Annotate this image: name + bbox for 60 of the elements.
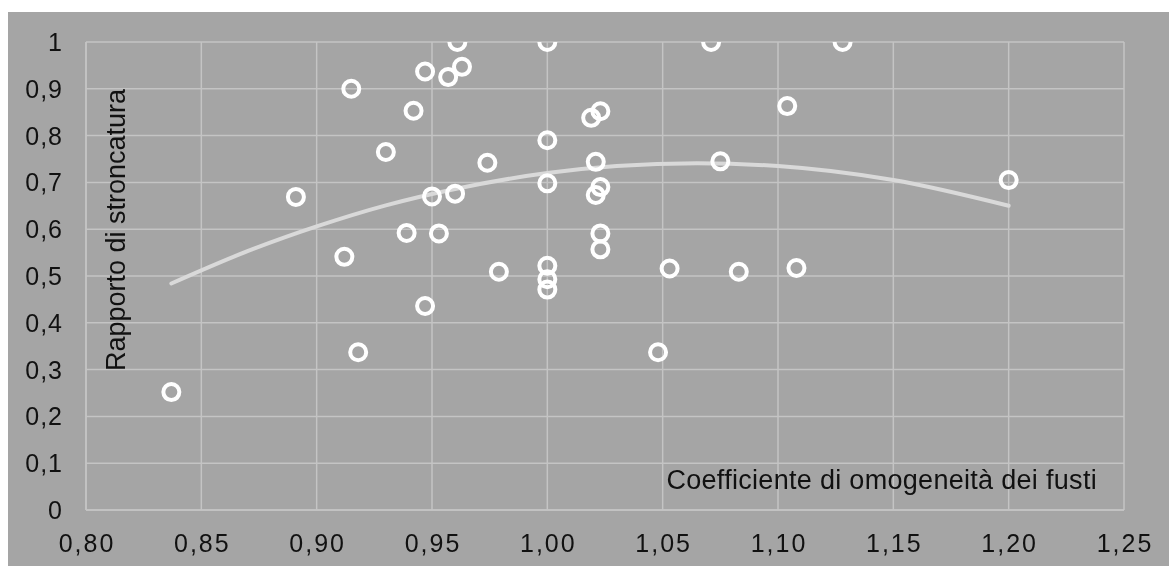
point	[334, 246, 355, 267]
point	[285, 186, 306, 207]
point	[590, 239, 611, 260]
y-axis-title: Rapporto di stroncatura	[100, 88, 131, 372]
point	[537, 269, 558, 290]
x-tick-label: 1,15	[866, 529, 923, 557]
point	[537, 255, 558, 276]
y-tick-label: 0	[48, 496, 63, 524]
x-tick-label: 0,80	[58, 529, 116, 557]
point	[438, 67, 459, 88]
point	[786, 258, 807, 279]
x-tick-label: 1,20	[981, 529, 1038, 557]
point	[777, 96, 798, 117]
y-tick-label: 1	[48, 28, 63, 56]
point	[537, 173, 558, 194]
point	[581, 107, 602, 128]
point	[585, 151, 606, 172]
x-tick-label: 1,10	[750, 529, 808, 557]
point	[488, 261, 509, 282]
y-tick-label: 0,4	[25, 308, 63, 337]
point	[415, 295, 436, 316]
x-tick-label: 1,25	[1096, 529, 1154, 557]
point	[415, 61, 436, 82]
point	[648, 342, 669, 363]
y-tick-label: 0,7	[25, 168, 63, 197]
point	[445, 183, 466, 204]
y-tick-label: 0,3	[25, 355, 63, 384]
point	[396, 222, 417, 243]
point	[428, 223, 449, 244]
y-tick-label: 0,8	[25, 121, 63, 150]
point	[537, 130, 558, 151]
y-tick-label: 0,9	[25, 74, 63, 103]
point	[998, 170, 1019, 191]
point	[590, 223, 611, 244]
x-tick-label: 0,85	[174, 529, 231, 557]
y-tick-label: 0,5	[25, 262, 63, 290]
point	[728, 261, 749, 282]
point	[348, 342, 369, 363]
point	[341, 78, 362, 99]
point	[375, 141, 396, 162]
x-tick-label: 0,95	[404, 529, 462, 557]
point	[590, 101, 611, 122]
point	[585, 185, 606, 206]
x-tick-label: 0,90	[289, 529, 346, 557]
line-series	[169, 161, 1011, 286]
y-tick-label: 0,6	[25, 215, 63, 244]
point	[590, 177, 611, 198]
y-tick-label: 0,2	[25, 402, 63, 431]
x-tick-label: 1,05	[635, 529, 692, 557]
point	[422, 186, 442, 207]
point	[659, 258, 680, 279]
y-tick-label: 0,1	[25, 449, 63, 478]
point	[161, 382, 182, 403]
point	[537, 279, 558, 300]
point	[451, 56, 472, 77]
x-axis-title: Coefficiente di omogeneità dei fusti	[666, 464, 1097, 495]
point	[477, 152, 498, 173]
x-tick-label: 1,00	[520, 529, 577, 557]
point	[403, 100, 424, 121]
point	[710, 151, 731, 172]
